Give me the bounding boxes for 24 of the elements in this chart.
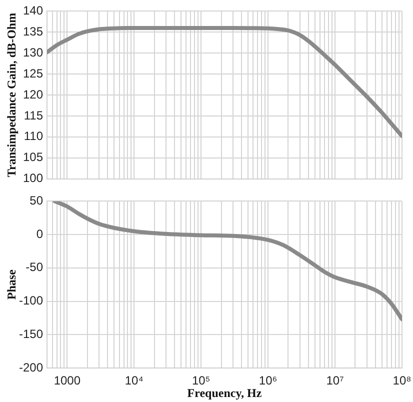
y-tick-label: 140 [22,4,44,18]
x-tick-label: 10⁶ [258,374,278,388]
x-tick-label: 10⁷ [326,374,344,388]
y-axis-title: Transimpedance Gain, dB-Ohm [4,12,18,178]
y-tick-label: 115 [24,108,44,122]
x-axis-title: Frequency, Hz [187,386,262,400]
y-tick-label: 50 [30,194,44,208]
y-tick-label: 120 [22,87,44,102]
y-tick-label: 125 [22,66,44,80]
x-tick-label: 10⁸ [392,374,412,388]
y-tick-label: 130 [22,45,44,60]
y-tick-label: -200 [18,360,44,374]
y-tick-label: -150 [18,326,44,341]
y-tick-label: -100 [18,294,44,308]
y-tick-label: 110 [24,129,44,144]
x-tick-label: 10⁵ [192,374,210,388]
y-tick-label: -50 [26,260,44,274]
y-tick-label: 0 [36,226,44,241]
y-tick-label: 100 [22,171,44,186]
y-tick-label: 105 [22,150,44,164]
y-tick-label: 135 [22,24,44,38]
x-tick-label: 1000 [54,374,81,388]
x-tick-label: 10⁴ [124,374,144,388]
y-axis-title: Phase [4,268,18,300]
